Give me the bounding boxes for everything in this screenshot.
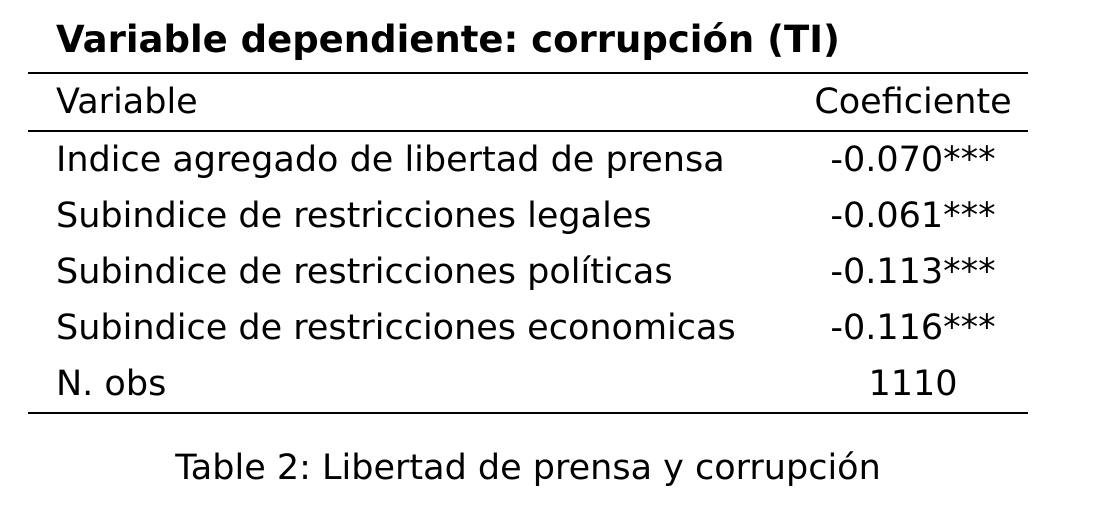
table-row: Indice agregado de libertad de prensa -0… bbox=[28, 132, 1028, 188]
table-title: Variable dependiente: corrupción (TI) bbox=[56, 18, 840, 61]
table-row: Subindice de restricciones políticas -0.… bbox=[28, 244, 1028, 300]
row-coefficient: -0.070*** bbox=[830, 140, 996, 180]
row-coefficient: -0.113*** bbox=[830, 252, 996, 292]
row-variable: Subindice de restricciones políticas bbox=[56, 252, 673, 292]
row-variable: N. obs bbox=[56, 364, 167, 404]
row-coefficient: 1110 bbox=[868, 364, 958, 404]
table-caption: Table 2: Libertad de prensa y corrupción bbox=[175, 448, 881, 488]
bottom-rule bbox=[28, 412, 1028, 414]
row-coefficient: -0.116*** bbox=[830, 308, 996, 348]
row-coefficient: -0.061*** bbox=[830, 196, 996, 236]
row-variable: Subindice de restricciones legales bbox=[56, 196, 652, 236]
table-row: Subindice de restricciones economicas -0… bbox=[28, 300, 1028, 356]
header-coefficient: Coeficiente bbox=[814, 82, 1012, 122]
table-header-row: Variable Coeficiente bbox=[28, 74, 1028, 130]
regression-table: Variable dependiente: corrupción (TI) Va… bbox=[28, 14, 1028, 414]
row-variable: Indice agregado de libertad de prensa bbox=[56, 140, 725, 180]
table-row: Subindice de restricciones legales -0.06… bbox=[28, 188, 1028, 244]
table-body: Indice agregado de libertad de prensa -0… bbox=[28, 132, 1028, 412]
table-row: N. obs 1110 bbox=[28, 356, 1028, 412]
header-rule bbox=[28, 130, 1028, 132]
top-rule bbox=[28, 72, 1028, 74]
header-variable: Variable bbox=[56, 82, 198, 122]
row-variable: Subindice de restricciones economicas bbox=[56, 308, 736, 348]
